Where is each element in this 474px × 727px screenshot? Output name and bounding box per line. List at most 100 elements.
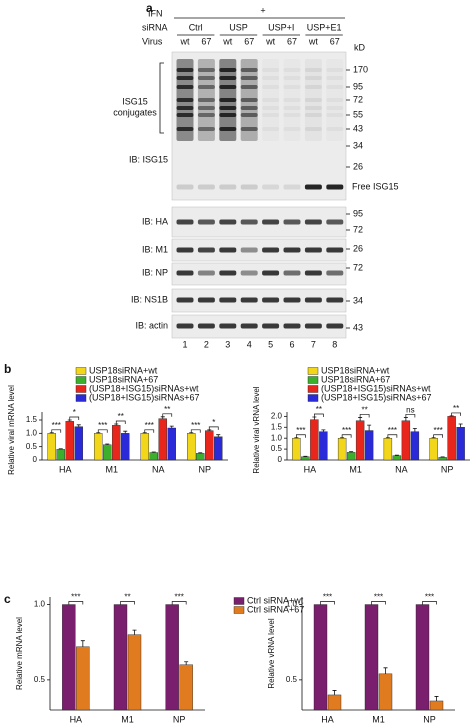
sirna-group: Ctrl [189, 22, 203, 32]
lane-number: 7 [311, 339, 316, 349]
virus-label: Virus [142, 36, 163, 46]
error-bar [367, 424, 372, 431]
lane-number: 2 [204, 339, 209, 349]
bar [205, 430, 214, 461]
marker-label: 95 [353, 81, 363, 91]
error-bar [216, 434, 221, 437]
bar [127, 634, 142, 711]
marker-label: 170 [353, 64, 368, 74]
band [326, 247, 344, 253]
y-tick-label: 1.0 [271, 433, 283, 442]
conjugates-label: conjugates [113, 107, 157, 117]
sig-bracket [162, 413, 173, 417]
band [283, 113, 301, 117]
y-tick-label: 0 [33, 455, 38, 464]
band [283, 76, 301, 80]
bar [456, 427, 465, 461]
bar [187, 433, 196, 461]
band [262, 76, 280, 80]
error-bar [312, 416, 317, 420]
sirna-group: USP [229, 22, 248, 32]
blot-label: IB: M1 [142, 244, 168, 254]
band [176, 85, 194, 89]
sig-label: *** [191, 421, 200, 430]
bar [103, 444, 112, 461]
sig-bracket [359, 414, 370, 418]
virus-label: 67 [330, 36, 340, 46]
y-axis-label: Relative vRNA level [267, 618, 276, 688]
y-tick-label: 0 [278, 455, 283, 464]
lane-number: 6 [289, 339, 294, 349]
virus-label: wt [265, 36, 275, 46]
x-tick-label: M1 [349, 464, 362, 474]
legend-label: USP18siRNA+67 [321, 374, 390, 384]
band [197, 106, 215, 110]
sig-bracket [171, 601, 187, 605]
bar [112, 425, 121, 461]
x-tick-label: HA [70, 714, 83, 724]
legend-swatch [307, 385, 319, 393]
marker-label: 72 [353, 94, 363, 104]
legend-label: (USP18+ISG15)siRNAs+wt [321, 383, 431, 393]
bar [410, 431, 420, 461]
band [176, 127, 194, 131]
marker-label: 26 [353, 161, 363, 171]
bar [310, 419, 319, 461]
band [240, 270, 258, 276]
band [240, 106, 258, 110]
x-tick-label: NA [152, 464, 165, 474]
band [240, 184, 258, 190]
band [326, 68, 344, 72]
sig-bracket [69, 416, 80, 420]
band [240, 297, 258, 303]
sig-label: *** [296, 426, 305, 435]
y-tick-label: 1.5 [271, 422, 283, 431]
error-bar [403, 417, 408, 421]
bar [429, 437, 438, 461]
blot-label: IB: ISG15 [129, 154, 168, 164]
band [219, 270, 237, 276]
band [326, 219, 344, 225]
band [262, 323, 280, 329]
error-bar [383, 667, 388, 674]
bar [167, 427, 176, 461]
x-tick-label: NP [198, 464, 211, 474]
legend-swatch [233, 597, 245, 605]
legend-label: USP18siRNA+wt [89, 365, 158, 375]
band [219, 297, 237, 303]
sirna-group: USP+I [268, 22, 294, 32]
error-bar [358, 417, 363, 421]
band [283, 247, 301, 253]
error-bar [105, 443, 110, 445]
sig-label: *** [374, 593, 383, 602]
band [176, 219, 194, 225]
band [326, 76, 344, 80]
band [197, 219, 215, 225]
band [326, 106, 344, 110]
band [219, 113, 237, 117]
blot [171, 238, 347, 262]
band [262, 68, 280, 72]
y-tick-label: 0.5 [26, 442, 38, 451]
bar [313, 604, 328, 711]
error-bar [412, 427, 417, 432]
lane-number: 1 [182, 339, 187, 349]
bar [94, 433, 103, 461]
marker-label: 43 [353, 123, 363, 133]
legend-swatch [307, 376, 319, 384]
error-bar [80, 640, 85, 647]
sig-bracket [433, 434, 443, 438]
sig-bracket [68, 601, 84, 605]
y-tick-label: 1.0 [26, 428, 38, 437]
kd-label: kD [354, 42, 366, 52]
sig-bracket [341, 434, 352, 438]
virus-label: wt [180, 36, 190, 46]
legend-label: (USP18+ISG15)siRNAs+wt [89, 383, 199, 393]
bar [355, 420, 365, 461]
y-tick-label: 1.0 [286, 600, 298, 609]
band [304, 113, 322, 117]
sig-label: *** [52, 421, 61, 430]
band [304, 323, 322, 329]
error-bar [332, 690, 337, 695]
error-bar [151, 451, 156, 453]
